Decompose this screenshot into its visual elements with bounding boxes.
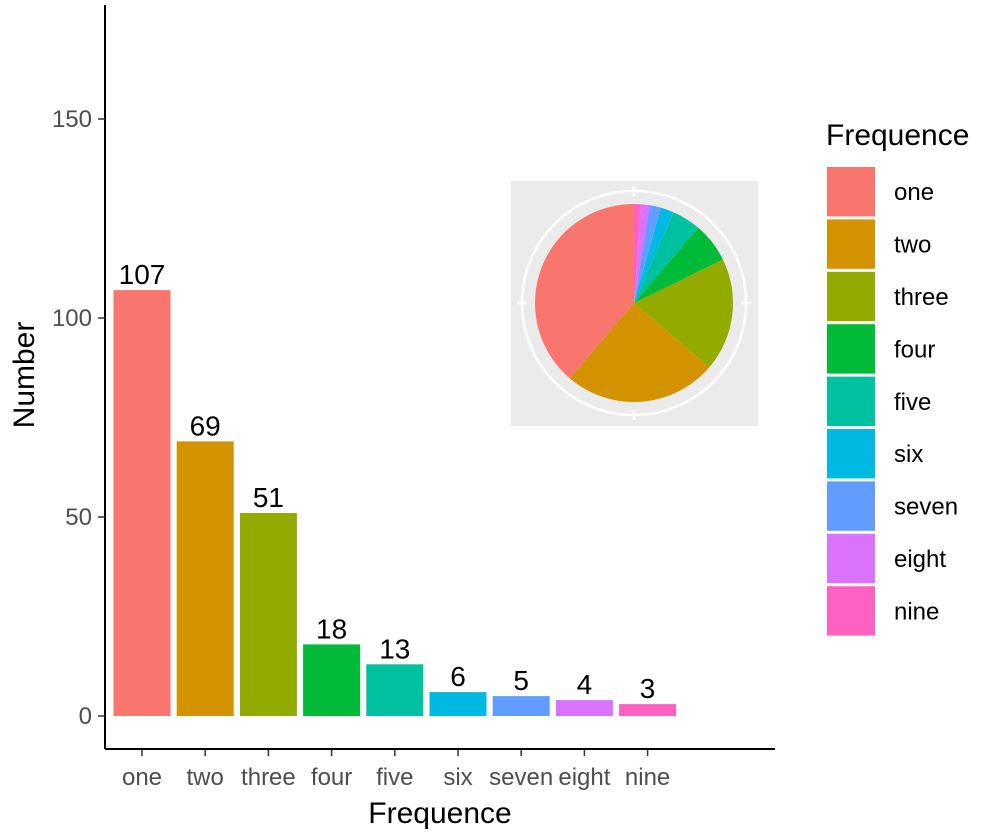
data-label-two: 69	[190, 410, 221, 441]
x-tick-label-one: one	[122, 764, 162, 791]
legend-key-eight	[827, 533, 875, 584]
legend-label-three: three	[894, 284, 949, 311]
pie-slice-eight	[634, 204, 650, 303]
legend-key-four	[827, 324, 875, 374]
pie-inset	[511, 181, 758, 426]
data-labels-layer: 107 69 51 18 13 6 5 4 3	[119, 259, 656, 704]
pie-slice-one	[535, 204, 634, 379]
pie-slice-three	[634, 259, 733, 368]
bar-eight	[555, 700, 613, 716]
x-tick-label-three: three	[241, 764, 296, 791]
x-tick-label-four: four	[311, 764, 352, 791]
y-tick-label-50: 50	[65, 504, 92, 531]
legend-label-nine: nine	[894, 598, 939, 625]
x-tick-label-seven: seven	[489, 764, 553, 791]
pie-slice-five	[634, 212, 699, 303]
bar-three	[239, 513, 297, 716]
y-tick-label-100: 100	[52, 305, 92, 332]
y-tick-label-0: 0	[79, 703, 92, 730]
pie-slice-four	[634, 227, 723, 303]
data-label-three: 51	[253, 482, 284, 513]
legend-key-nine	[827, 586, 875, 636]
legend-key-two	[827, 219, 875, 269]
legend-key-one	[827, 167, 875, 217]
bar-one	[113, 290, 171, 716]
legend-key-seven	[827, 481, 875, 531]
pie-slice-two	[569, 303, 710, 402]
legend-label-six: six	[894, 441, 923, 468]
data-label-five: 13	[379, 633, 410, 664]
legend-label-five: five	[894, 389, 931, 416]
legend-label-one: one	[894, 179, 934, 206]
x-tick-label-nine: nine	[625, 764, 670, 791]
bar-five	[366, 664, 424, 716]
data-label-six: 6	[450, 661, 466, 692]
legend-key-three	[827, 271, 875, 322]
bar-seven	[492, 696, 550, 716]
data-label-seven: 5	[513, 665, 529, 696]
legend-key-six	[827, 429, 875, 479]
pie-slice-nine	[634, 204, 641, 303]
data-label-nine: 3	[640, 673, 656, 704]
x-tick-label-two: two	[187, 764, 224, 791]
legend-label-seven: seven	[894, 494, 958, 521]
data-label-four: 18	[316, 613, 347, 644]
legend-key-five	[827, 376, 875, 426]
bar-two	[176, 441, 234, 716]
bars-layer	[113, 290, 677, 716]
pie-slice-six	[634, 207, 674, 303]
bar-six	[429, 692, 487, 716]
axes-layer: one two three four five six seven eight nine 0 50 1…	[8, 5, 775, 830]
legend-title: Frequence	[826, 119, 969, 152]
legend-label-four: four	[894, 336, 935, 363]
legend-label-eight: eight	[894, 546, 946, 573]
x-tick-label-eight: eight	[558, 764, 610, 791]
pie-slice-seven	[634, 205, 661, 303]
data-label-one: 107	[119, 259, 166, 290]
data-label-eight: 4	[577, 669, 593, 700]
x-tick-label-five: five	[376, 764, 413, 791]
y-tick-label-150: 150	[52, 106, 92, 133]
x-tick-label-six: six	[443, 764, 472, 791]
y-axis-title: Number	[8, 322, 41, 429]
legend: Frequence one two three four five six seven eigh…	[826, 119, 969, 636]
x-axis-title: Frequence	[368, 797, 511, 830]
bar-four	[303, 644, 361, 716]
bar-nine	[619, 704, 677, 716]
legend-label-two: two	[894, 232, 931, 259]
